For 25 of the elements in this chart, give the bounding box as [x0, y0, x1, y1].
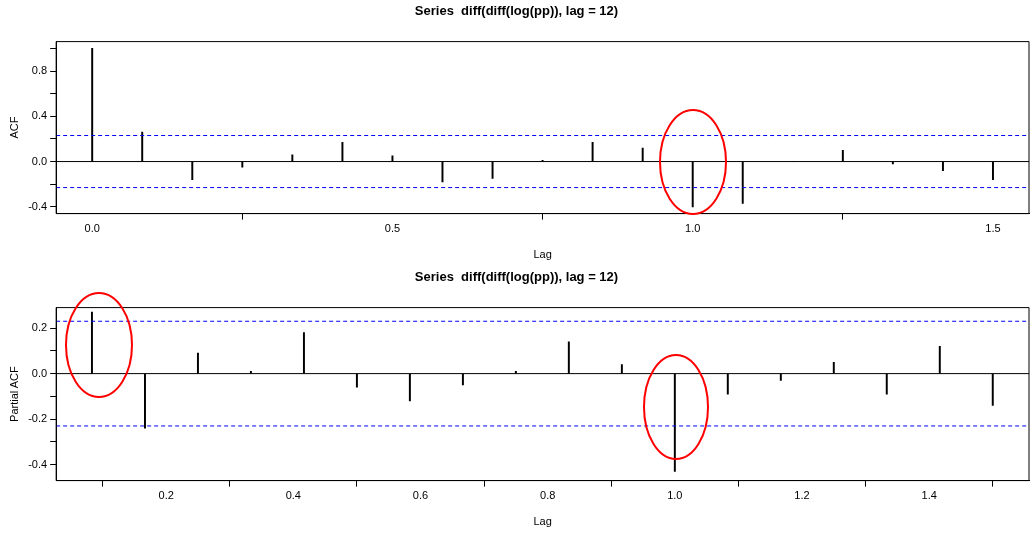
x-tick-label: 0.2 — [158, 489, 174, 502]
x-tick-label: 1.0 — [667, 489, 683, 502]
x-axis-title: Lag — [533, 515, 552, 528]
y-tick-label: -0.2 — [28, 412, 48, 425]
x-tick-label: 1.5 — [985, 222, 1001, 235]
y-tick-label: 0.4 — [31, 109, 48, 122]
y-axis-title: ACF — [7, 116, 20, 139]
x-tick-label: 0.5 — [384, 222, 401, 235]
x-tick-label: 1.4 — [921, 489, 937, 502]
y-tick-label: 0.2 — [31, 321, 48, 334]
x-tick-label: 0.8 — [540, 489, 556, 502]
x-tick-label: 0.6 — [412, 489, 429, 502]
y-axis-title: Partial ACF — [7, 366, 20, 422]
y-tick-label: 0.8 — [31, 64, 48, 77]
y-tick-label: -0.4 — [28, 457, 48, 470]
x-tick-label: 0.4 — [285, 489, 301, 502]
x-tick-label: 1.0 — [685, 222, 701, 235]
y-tick-label: 0.0 — [31, 154, 48, 167]
chart-title: Series diff(diff(log(pp)), lag = 12) — [414, 3, 619, 19]
chart-title: Series diff(diff(log(pp)), lag = 12) — [414, 269, 619, 285]
x-tick-label: 0.0 — [84, 222, 100, 235]
y-tick-label: 0.0 — [31, 366, 48, 379]
x-tick-label: 1.2 — [794, 489, 810, 502]
y-tick-label: -0.4 — [28, 199, 48, 212]
x-axis-title: Lag — [533, 248, 552, 261]
